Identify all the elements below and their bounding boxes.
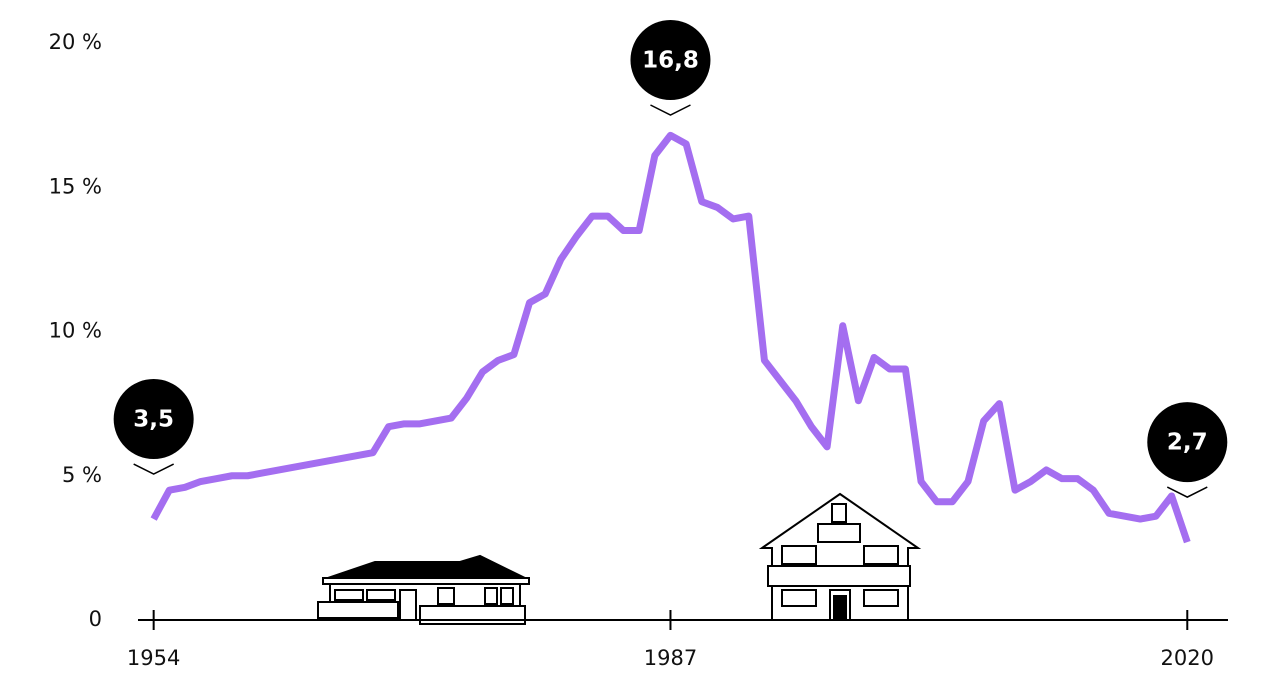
annotation-bubble — [630, 20, 711, 100]
annotation-pointer — [650, 104, 691, 116]
annotation-pointer — [133, 463, 174, 475]
x-tick-label: 1987 — [644, 646, 697, 670]
villa-icon — [758, 492, 922, 621]
annotation-bubble — [1147, 402, 1228, 483]
data-line — [150, 131, 1191, 544]
annotation-bubble — [113, 379, 194, 460]
y-tick-label: 10 % — [49, 319, 102, 343]
y-tick-label: 5 % — [62, 463, 102, 487]
y-tick-label: 20 % — [49, 30, 102, 54]
y-tick-label: 15 % — [49, 174, 102, 198]
bungalow-icon — [317, 554, 530, 625]
annotation-label: 2,7 — [1167, 430, 1208, 456]
annotation-pointer — [1166, 486, 1208, 498]
y-tick-label: 0 — [89, 607, 102, 631]
x-tick-label: 1954 — [127, 646, 180, 670]
x-tick-label: 2020 — [1161, 646, 1214, 670]
annotation-label: 16,8 — [642, 48, 699, 74]
annotation-label: 3,5 — [133, 407, 174, 433]
